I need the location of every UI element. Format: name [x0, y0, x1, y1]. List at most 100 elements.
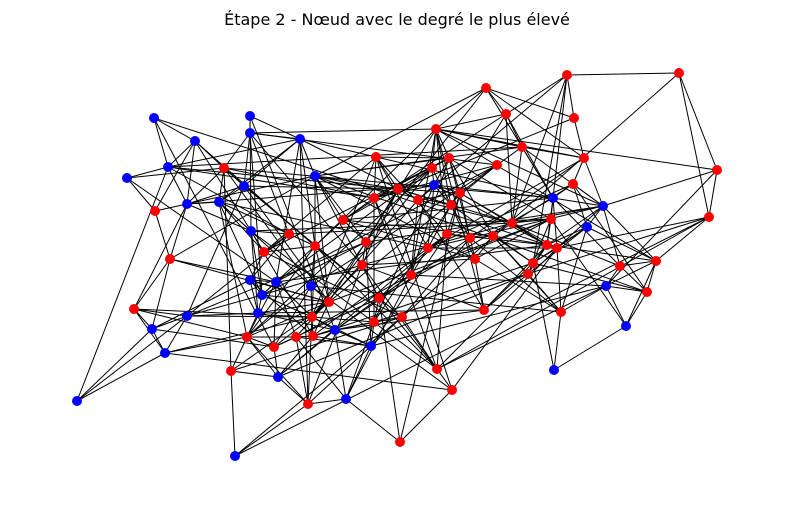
node: [549, 365, 559, 375]
edge: [194, 140, 252, 232]
node: [446, 200, 456, 210]
edge: [485, 87, 585, 159]
edge: [312, 262, 534, 337]
node: [393, 184, 403, 194]
edge: [573, 117, 585, 159]
node: [397, 312, 407, 322]
node: [239, 181, 249, 191]
edge: [433, 157, 450, 186]
edge: [625, 291, 648, 327]
edge: [505, 113, 523, 148]
node: [330, 325, 340, 335]
node: [230, 451, 240, 461]
edge: [417, 199, 485, 311]
edge: [334, 309, 485, 331]
edge: [311, 156, 377, 318]
edge: [76, 166, 169, 402]
edge: [151, 258, 171, 330]
node: [704, 212, 714, 222]
edge: [459, 164, 498, 194]
edge: [154, 140, 196, 212]
edge: [246, 245, 316, 338]
edge: [375, 156, 399, 190]
edge: [314, 175, 476, 260]
node: [310, 241, 320, 251]
node: [465, 233, 475, 243]
edge: [186, 312, 259, 317]
edge: [361, 264, 380, 299]
node: [246, 226, 256, 236]
edge: [164, 315, 188, 354]
edge: [436, 216, 710, 370]
node: [552, 243, 562, 253]
edge: [566, 74, 575, 119]
edge: [583, 157, 604, 207]
edge: [532, 74, 568, 264]
edge: [218, 201, 429, 249]
edge: [249, 233, 290, 281]
node: [444, 153, 454, 163]
node: [190, 136, 200, 146]
edge: [572, 183, 648, 293]
node: [163, 162, 173, 172]
edge: [277, 335, 314, 378]
node: [129, 304, 139, 314]
edge: [186, 315, 313, 318]
node: [479, 305, 489, 315]
edge: [485, 87, 575, 119]
edge: [295, 274, 412, 338]
edge: [167, 166, 188, 205]
edge: [505, 113, 513, 224]
node: [523, 269, 533, 279]
node: [507, 218, 517, 228]
edge: [273, 316, 313, 348]
edge: [277, 376, 309, 405]
edge: [243, 132, 251, 187]
edge: [186, 140, 196, 205]
edge: [257, 309, 485, 314]
edge: [345, 398, 401, 443]
edge: [288, 222, 513, 235]
edge: [311, 245, 316, 318]
edge: [375, 156, 448, 235]
node: [406, 270, 416, 280]
node: [214, 197, 224, 207]
edge: [218, 201, 290, 235]
edge: [249, 251, 265, 281]
edge: [602, 205, 621, 267]
edge: [361, 264, 485, 311]
edge: [314, 128, 437, 247]
edge: [397, 188, 461, 194]
edge: [249, 115, 301, 140]
node: [310, 171, 320, 181]
edge: [552, 197, 604, 207]
edge: [234, 403, 309, 457]
edge: [314, 219, 344, 247]
edge: [436, 247, 558, 370]
edge: [435, 128, 718, 171]
node: [455, 188, 465, 198]
edge: [375, 156, 429, 249]
node: [546, 214, 556, 224]
edge: [361, 222, 513, 266]
node: [432, 364, 442, 374]
edge: [314, 175, 344, 221]
edge: [164, 336, 248, 354]
edge: [153, 117, 169, 168]
node: [160, 348, 170, 358]
edge: [435, 87, 487, 130]
edge: [451, 247, 558, 391]
edge: [295, 336, 309, 405]
edge: [218, 138, 301, 203]
edge: [527, 244, 548, 275]
node: [528, 258, 538, 268]
edge: [521, 146, 554, 199]
edge: [246, 301, 330, 338]
edge: [401, 316, 438, 370]
node: [245, 275, 255, 285]
edge: [250, 230, 290, 235]
node: [488, 231, 498, 241]
edge: [133, 308, 188, 317]
node: [307, 312, 317, 322]
edge: [511, 205, 604, 224]
